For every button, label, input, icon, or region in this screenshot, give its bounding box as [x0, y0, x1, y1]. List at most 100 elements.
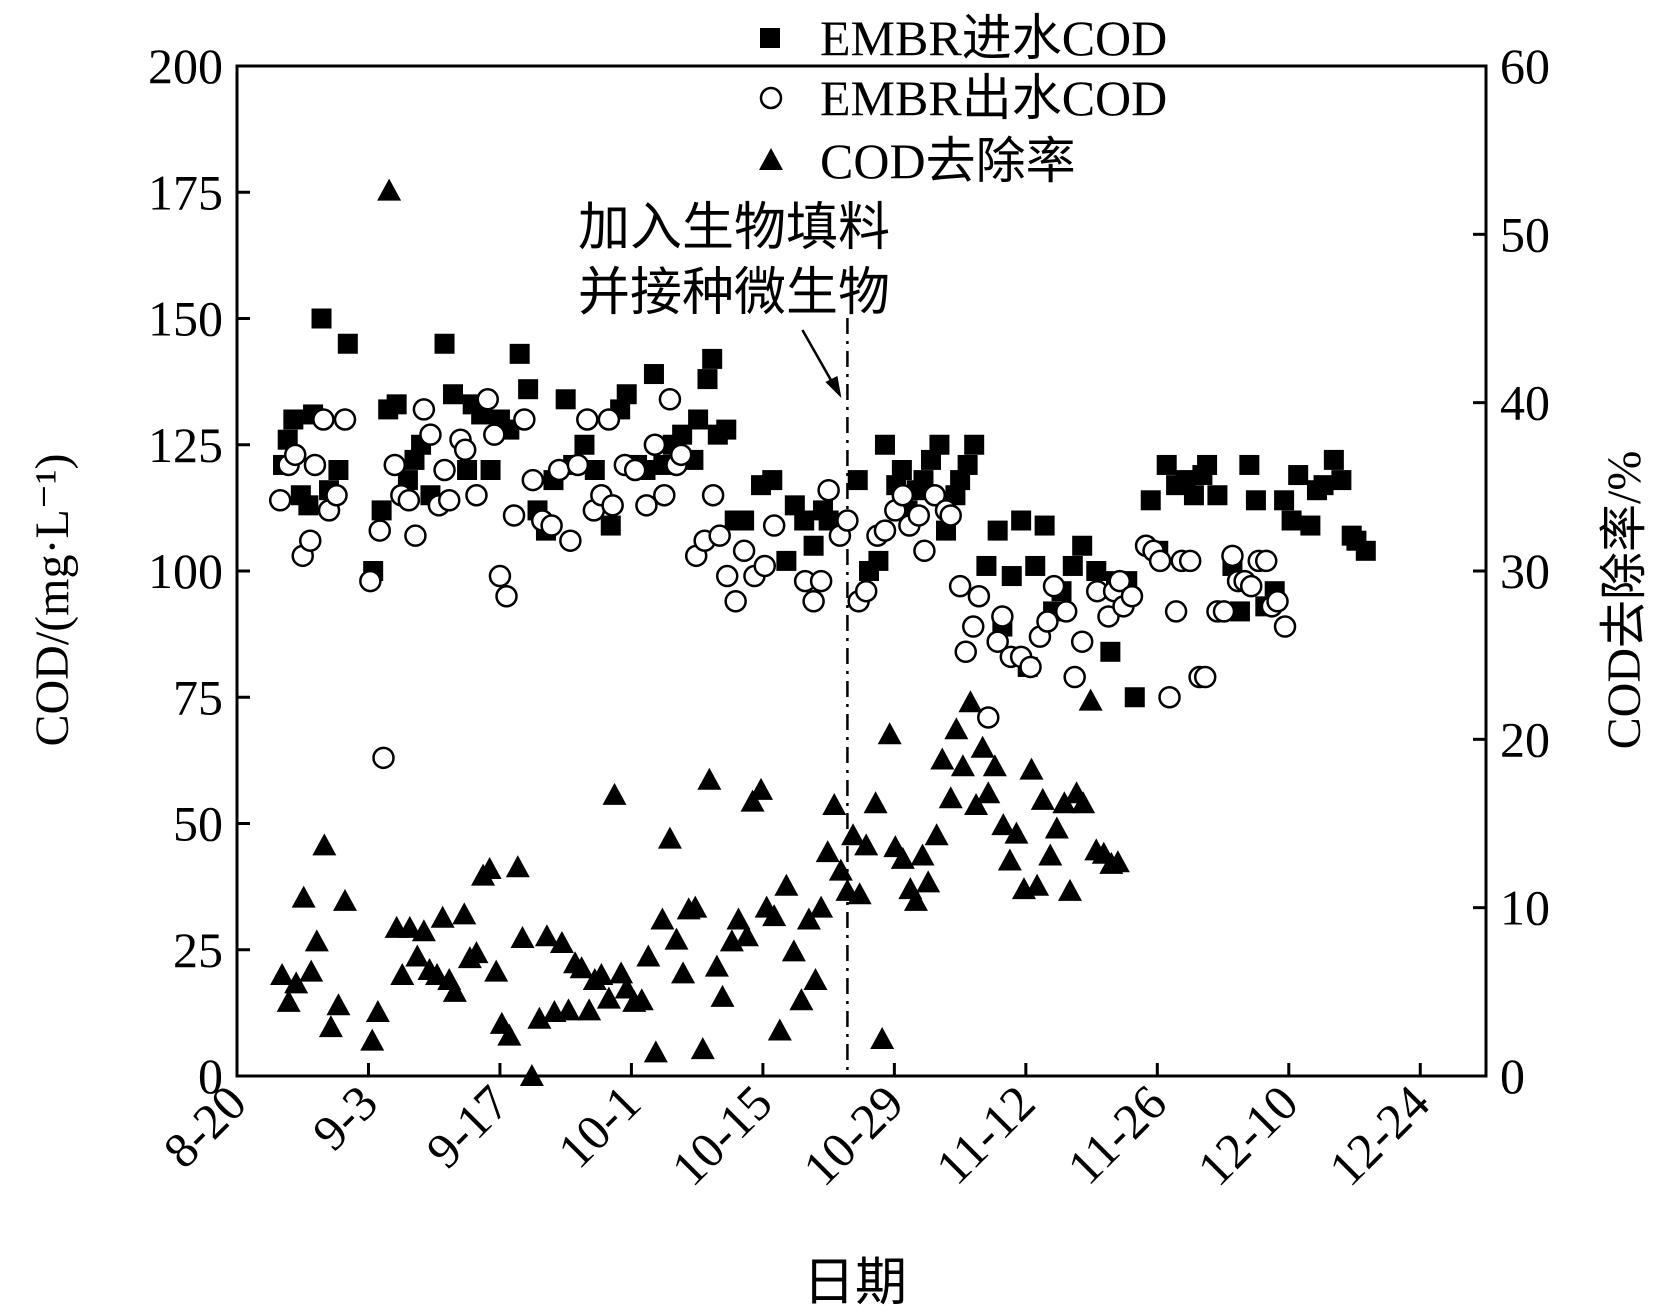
- removal-rate-point: [442, 979, 467, 1002]
- annotation: 加入生物填料 并接种微生物: [578, 200, 890, 1076]
- effluent-cod-point: [1164, 600, 1188, 623]
- removal-rate-point: [332, 888, 357, 911]
- effluent-cod-point: [854, 579, 878, 603]
- removal-rate-point: [870, 1026, 895, 1049]
- effluent-cod-point: [967, 585, 991, 608]
- effluent-cod-point: [643, 433, 667, 456]
- effluent-cod-point: [1266, 590, 1289, 613]
- legend-marker-effluent-circle: [759, 86, 783, 110]
- influent-cod-point: [555, 389, 576, 410]
- y-left-tick-label: 100: [148, 543, 223, 599]
- influent-cod-point: [1100, 641, 1121, 662]
- removal-rate-point: [803, 968, 828, 991]
- y-left-axis-label: COD/(mg·L⁻¹): [26, 453, 79, 746]
- influent-cod-point: [847, 470, 868, 491]
- effluent-cod-point: [325, 484, 348, 507]
- removal-rate-point: [854, 833, 879, 856]
- removal-rate-point: [726, 907, 751, 930]
- effluent-cod-point: [907, 504, 931, 527]
- y-left-tick-label: 50: [173, 796, 223, 852]
- effluent-cod-point: [597, 408, 621, 431]
- effluent-cod-point: [1070, 630, 1094, 653]
- removal-rate-point: [740, 789, 765, 812]
- removal-rate-point: [657, 826, 682, 849]
- axis-ticks: [235, 64, 1486, 1078]
- influent-cod-point: [600, 515, 621, 536]
- removal-rate-point: [749, 777, 774, 800]
- removal-rate-point: [796, 907, 821, 930]
- removal-rate-point: [924, 823, 949, 846]
- effluent-cod-point: [977, 706, 1000, 729]
- effluent-cod-point: [283, 443, 307, 467]
- influent-cod-point: [1156, 454, 1177, 475]
- removal-rate-point: [916, 870, 941, 893]
- removal-rate-point: [704, 954, 729, 977]
- effluent-cod-point: [762, 514, 786, 537]
- removal-rate-point: [863, 791, 888, 814]
- removal-rate-point: [477, 856, 502, 879]
- removal-rate-point: [452, 902, 477, 925]
- effluent-cod-point: [873, 519, 897, 542]
- removal-rate-point: [497, 1023, 522, 1046]
- influent-cod-point: [1062, 555, 1083, 576]
- removal-rate-point: [683, 895, 708, 918]
- y-right-tick-label: 20: [1500, 711, 1550, 767]
- removal-rate-point: [815, 840, 840, 863]
- y-left-tick-label: 175: [148, 164, 223, 220]
- removal-rate-point: [484, 959, 509, 982]
- removal-rate-point: [397, 915, 422, 938]
- influent-cod-point: [929, 434, 950, 455]
- removal-rate-point: [569, 956, 594, 979]
- influent-cod-point: [1072, 535, 1093, 556]
- removal-rate-point: [609, 961, 634, 984]
- removal-rate-point: [1025, 873, 1050, 896]
- removal-rate-point: [602, 782, 627, 805]
- influent-cod-point: [1300, 515, 1321, 536]
- data-markers: [268, 178, 1376, 1086]
- x-tick-label: 9-3: [302, 1074, 389, 1161]
- effluent-cod-point: [653, 484, 676, 507]
- influent-cod-point: [337, 333, 358, 354]
- influent-cod-point: [283, 409, 304, 430]
- effluent-cod-point: [1036, 610, 1059, 633]
- removal-rate-point: [1030, 787, 1055, 810]
- effluent-cod-point: [658, 388, 682, 411]
- y-right-tick-label: 40: [1500, 375, 1550, 431]
- y-left-tick-label: 150: [148, 291, 223, 347]
- removal-rate-point: [930, 747, 955, 770]
- removal-rate-point: [671, 961, 696, 984]
- removal-rate-point: [1052, 791, 1077, 814]
- influent-cod-point: [616, 384, 637, 405]
- influent-cod-point: [328, 460, 349, 480]
- effluent-cod-point: [708, 524, 731, 547]
- effluent-cod-point: [991, 605, 1014, 628]
- effluent-cod-point: [1239, 574, 1263, 598]
- influent-cod-point: [1034, 515, 1055, 536]
- annotation-arrow-head: [825, 376, 842, 398]
- removal-rate-point: [365, 1000, 390, 1023]
- removal-rate-point: [841, 823, 866, 846]
- removal-rate-point: [411, 919, 436, 942]
- removal-rate-point: [577, 998, 602, 1021]
- removal-rate-point: [697, 767, 722, 790]
- removal-rate-point: [1044, 816, 1069, 839]
- effluent-cod-point: [333, 408, 357, 431]
- influent-cod-point: [574, 434, 595, 455]
- effluent-cod-point: [437, 489, 461, 512]
- effluent-cod-point: [383, 453, 407, 477]
- y-right-tick-label: 10: [1500, 880, 1550, 936]
- removal-rate-point: [430, 905, 455, 928]
- y-right-axis-label: COD去除率/%: [1598, 451, 1651, 750]
- y-right-tick-label: 60: [1500, 38, 1550, 94]
- removal-rate-point: [1071, 791, 1096, 814]
- influent-cod-point: [1086, 561, 1107, 581]
- influent-cod-point: [950, 470, 971, 491]
- influent-cod-point: [584, 460, 605, 480]
- effluent-cod-point: [476, 388, 499, 411]
- influent-cod-point: [1207, 485, 1228, 506]
- effluent-cod-point: [913, 539, 936, 563]
- effluent-cod-point: [372, 746, 395, 770]
- removal-rate-point: [643, 1040, 668, 1063]
- influent-cod-point: [442, 384, 463, 405]
- removal-rate-point: [1105, 850, 1130, 873]
